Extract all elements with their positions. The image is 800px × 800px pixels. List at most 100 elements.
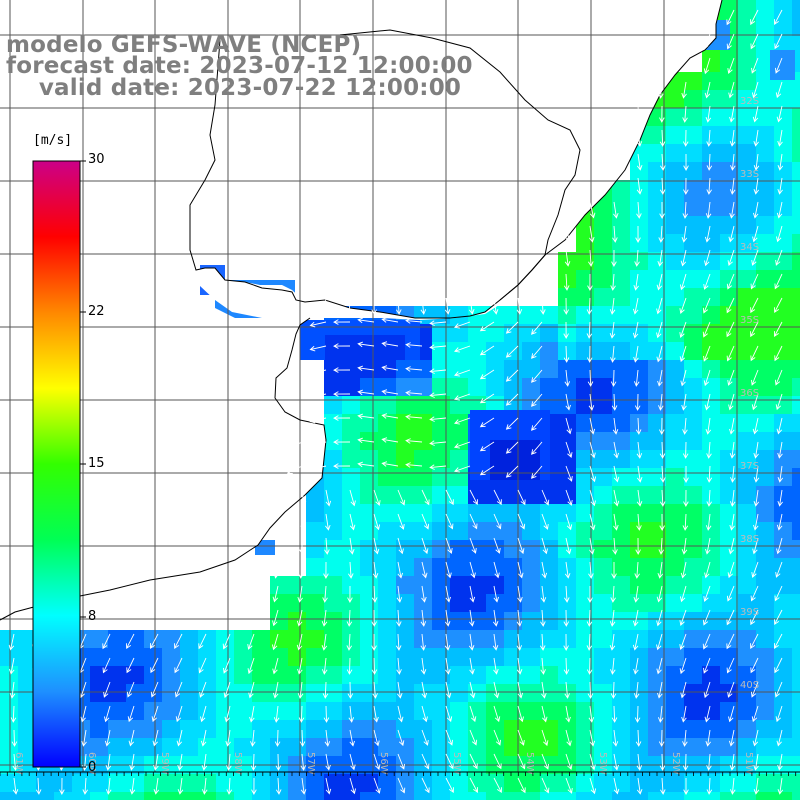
longitude-label: 60W [86,752,97,775]
wind-speed-cell [774,360,792,378]
wind-speed-cell [252,738,270,756]
wind-speed-cell [792,684,800,702]
wind-arrow [517,777,526,794]
wind-speed-cell [396,576,414,594]
wind-speed-cell [630,450,648,468]
wind-arrow [273,561,279,579]
wind-speed-cell [630,288,648,306]
wind-speed-cell [792,522,800,540]
wind-speed-cell [306,540,324,558]
wind-speed-cell [756,378,774,396]
wind-arrow [12,777,19,795]
wind-arrow [610,345,616,363]
wind-arrow [659,513,665,531]
wind-arrow [752,201,759,219]
wind-speed-cell [738,36,756,54]
wind-speed-cell [450,306,468,324]
wind-speed-cell [594,792,612,800]
wind-speed-cell [666,720,684,738]
wind-arrow [610,681,617,699]
latitude-label: 37S [740,461,759,472]
wind-speed-cell [594,468,612,486]
wind-arrow [564,585,570,603]
wind-arrow [300,777,307,795]
wind-arrow [349,513,356,531]
wind-speed-cell [414,576,432,594]
wind-arrow [492,609,499,627]
wind-arrow [445,489,454,506]
wind-speed-cell [594,414,612,432]
colorbar-unit: [m/s] [33,133,73,148]
longitude-label: 57W [305,752,316,775]
wind-arrow [516,297,523,315]
wind-arrow [469,489,478,506]
wind-speed-cell [720,684,738,702]
wind-speed-cell [792,486,800,504]
wind-arrow [199,681,207,698]
wind-arrow [565,417,572,435]
wind-speed-cell [648,504,666,522]
wind-arrow [633,681,640,699]
wind-arrow [249,705,255,723]
wind-arrow [727,681,735,698]
wind-speed-cell [594,252,612,270]
wind-arrow [633,585,640,603]
wind-arrow [429,320,447,326]
wind-speed-cell [0,684,18,702]
wind-speed-cell [738,90,756,108]
wind-arrow [102,657,111,674]
wind-speed-cell [342,504,360,522]
wind-speed-cell [612,702,630,720]
wind-speed-cell [648,720,666,738]
latitude-label: 32S [740,96,759,107]
wind-speed-cell [756,540,774,558]
wind-arrow [405,342,423,348]
wind-speed-cell [504,594,522,612]
wind-arrow [540,657,546,675]
wind-arrow [563,345,570,363]
wind-speed-cell [324,684,342,702]
wind-arrow [469,513,478,530]
wind-speed-cell [612,378,630,396]
title-forecast-date: forecast date: 2023-07-12 12:00:00 [6,53,473,79]
wind-speed-cell [612,576,630,594]
wind-arrow [346,297,353,315]
wind-speed-cell [738,738,756,756]
wind-speed-cell [702,720,720,738]
wind-speed-cell [360,630,378,648]
wind-arrow [296,633,303,651]
wind-speed-cell [558,252,576,270]
wind-speed-cell [576,378,594,396]
wind-arrow [681,393,687,411]
wind-arrow [300,513,306,531]
wind-speed-cell [396,738,414,756]
wind-speed-cell [198,792,216,800]
wind-arrow [346,609,353,627]
wind-arrow [333,343,351,349]
wind-speed-cell [396,558,414,576]
wind-arrow [633,657,639,675]
wind-speed-cell [432,792,450,800]
wind-arrow [776,201,783,219]
wind-speed-cell [324,720,342,738]
wind-arrow [420,633,426,651]
wind-arrow [750,273,759,290]
wind-arrow [636,201,642,219]
wind-speed-cell [270,684,288,702]
wind-arrow [613,753,619,771]
wind-speed-cell [702,666,720,684]
wind-arrow [750,321,759,338]
wind-arrow [396,657,402,675]
wind-arrow [420,297,427,315]
wind-arrow [493,513,502,530]
wind-speed-cell [558,630,576,648]
wind-speed-cell [108,774,126,792]
wind-speed-cell [630,576,648,594]
wind-arrow [10,705,17,723]
wind-speed-cell [630,612,648,630]
wind-speed-cell [144,702,162,720]
wind-arrow [540,609,546,627]
wind-speed-cell [774,486,792,504]
wind-arrow [586,345,593,363]
wind-arrow [750,33,759,50]
